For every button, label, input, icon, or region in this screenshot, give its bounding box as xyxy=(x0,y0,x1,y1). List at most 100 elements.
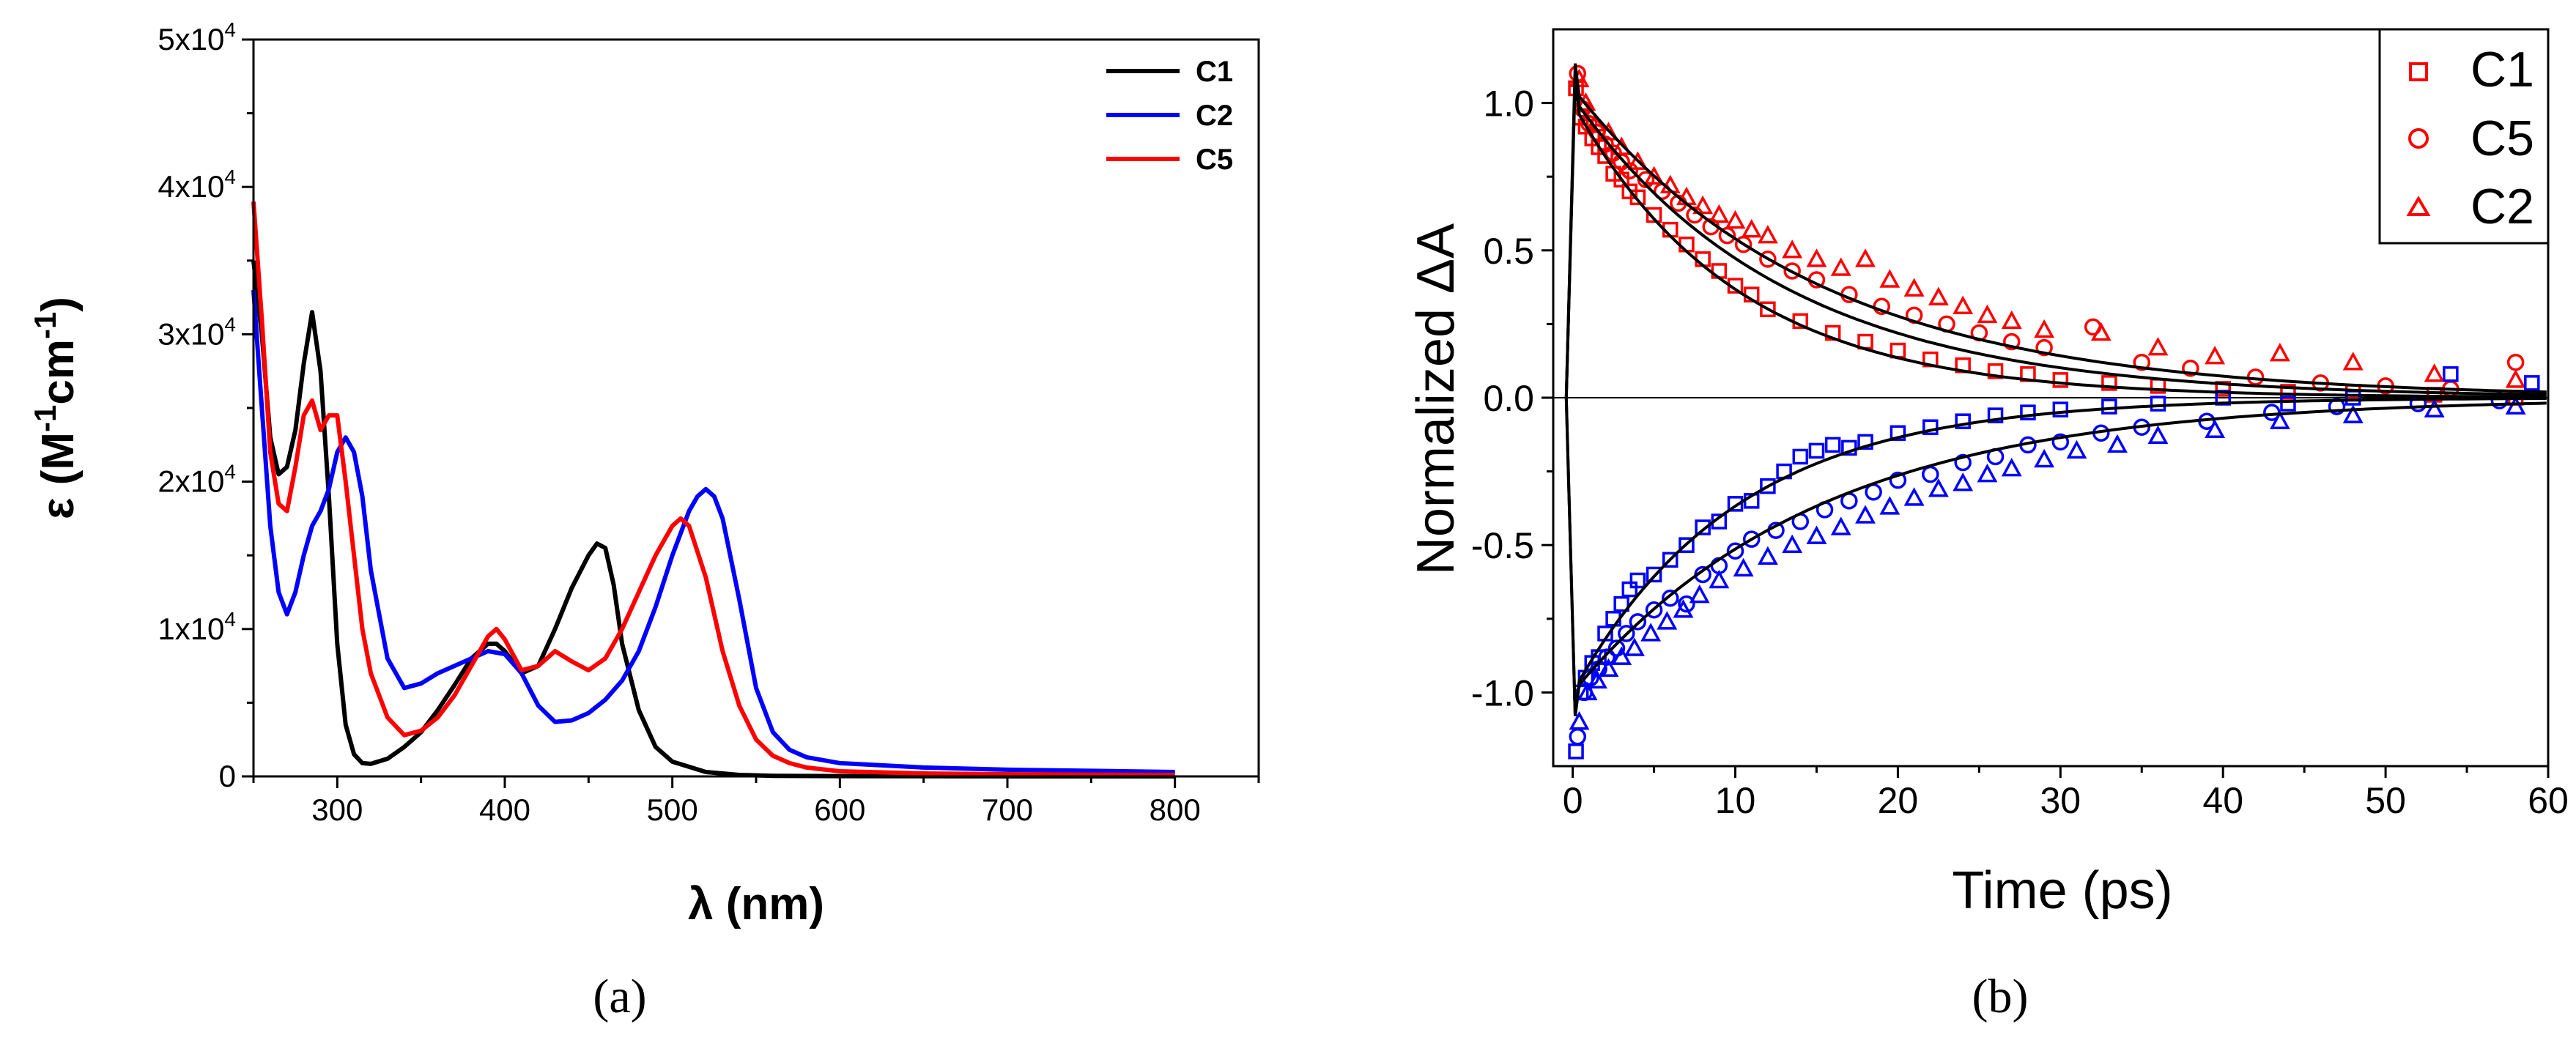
data-point xyxy=(1855,248,1876,267)
y-tick-label: -1.0 xyxy=(1471,672,1534,713)
data-point xyxy=(1678,595,1695,613)
data-point xyxy=(1679,537,1695,553)
panel-a-y-axis-label: ε (M-1cm-1) xyxy=(28,297,84,519)
data-point xyxy=(1806,525,1827,544)
data-point xyxy=(1643,166,1665,185)
panel-b-data-points xyxy=(1568,64,2540,760)
legend-marker-circle xyxy=(2408,128,2429,149)
x-tick-label: 60 xyxy=(2528,780,2569,821)
x-tick-label: 400 xyxy=(479,793,530,827)
y-tick-label: 3x104 xyxy=(158,313,236,351)
y-tick-label: 0 xyxy=(219,759,236,793)
legend-label-c2: C2 xyxy=(2470,179,2534,234)
fit-c1-negative xyxy=(1564,397,2547,716)
data-point xyxy=(2269,343,2290,362)
data-point xyxy=(1695,519,1711,535)
y-tick-label: 0.0 xyxy=(1483,378,1534,419)
legend-label-c5: C5 xyxy=(1196,144,1233,176)
fit-c2-positive xyxy=(1564,63,2547,398)
data-point xyxy=(1760,478,1776,494)
data-point xyxy=(1611,646,1632,665)
x-tick-label: 20 xyxy=(1878,780,1919,821)
data-point xyxy=(1725,209,1746,229)
panel-a-legend: C1 C2 C5 xyxy=(1106,56,1233,176)
panel-a-curves xyxy=(251,201,1175,779)
panel-a-frame xyxy=(252,38,1260,778)
data-point xyxy=(1673,599,1694,618)
data-point xyxy=(1855,505,1876,524)
data-point xyxy=(1954,453,1972,472)
data-point xyxy=(2505,369,2526,388)
x-tick-label: 800 xyxy=(1150,793,1201,827)
data-point xyxy=(1645,601,1663,619)
data-point xyxy=(2001,457,2022,477)
y-tick-label: 5x104 xyxy=(158,18,236,56)
panel-a-label: (a) xyxy=(593,970,646,1023)
data-point xyxy=(1841,439,1857,456)
data-point xyxy=(2506,353,2525,371)
data-point xyxy=(1629,572,1646,589)
x-tick-label: 500 xyxy=(647,793,698,827)
data-point xyxy=(1928,478,1949,497)
data-point xyxy=(1640,623,1662,642)
data-point xyxy=(1709,569,1730,589)
series-c2-negative xyxy=(1569,396,2526,730)
data-point xyxy=(2424,363,2445,382)
data-point xyxy=(1586,669,1607,689)
data-point xyxy=(1953,295,1974,315)
panel-b-x-axis-label: Time (ps) xyxy=(1952,861,2172,920)
legend-marker-square xyxy=(2409,62,2428,81)
fit-c5-positive xyxy=(1564,73,2547,398)
data-point xyxy=(1757,546,1778,565)
panel-b-x-ticks: 0 10 20 30 40 50 60 xyxy=(1563,766,2569,821)
data-point xyxy=(1760,301,1776,318)
data-point xyxy=(2147,336,2169,356)
data-point xyxy=(1629,189,1646,206)
x-tick-label: 0 xyxy=(1563,780,1583,821)
data-point xyxy=(1922,419,1939,435)
data-point xyxy=(2133,353,2151,371)
legend-label-c1: C1 xyxy=(1196,56,1233,88)
data-point xyxy=(2269,410,2290,429)
data-point xyxy=(2443,366,2459,382)
data-point xyxy=(1953,472,1974,491)
data-point xyxy=(2424,398,2445,417)
data-point xyxy=(1627,151,1648,170)
data-point xyxy=(2280,396,2296,412)
data-point xyxy=(1618,625,1635,642)
data-point xyxy=(1903,487,1925,506)
data-point xyxy=(1598,122,1619,141)
panel-b: 0 10 20 30 40 50 60 -1.0 -0.5 0.0 0.5 1.0 C1 C5 C2… xyxy=(1407,28,2569,1023)
data-point xyxy=(2342,404,2364,423)
data-point xyxy=(1987,363,2004,379)
data-point xyxy=(1575,92,1596,111)
y-tick-label: 2x104 xyxy=(158,461,236,499)
series-line-c1 xyxy=(251,260,1175,779)
data-point xyxy=(1646,566,1662,583)
data-point xyxy=(1977,304,1998,324)
data-point xyxy=(1782,534,1803,553)
series-line-c5 xyxy=(251,201,1175,777)
legend-label-c2: C2 xyxy=(1196,100,1233,132)
legend-marker-triangle xyxy=(2406,196,2431,216)
y-tick-label: 1x104 xyxy=(158,608,236,646)
data-point xyxy=(1757,225,1778,244)
data-point xyxy=(1928,286,1949,305)
data-point xyxy=(1759,250,1777,268)
data-point xyxy=(1824,437,1841,453)
data-point xyxy=(1977,463,1998,483)
panel-b-y-axis-label: Normalized ΔA xyxy=(1407,223,1465,575)
data-point xyxy=(1733,557,1754,577)
y-tick-label: 4x104 xyxy=(158,166,236,204)
data-point xyxy=(1806,248,1827,267)
data-point xyxy=(2107,434,2128,453)
x-tick-label: 600 xyxy=(814,793,865,827)
data-point xyxy=(1662,552,1679,568)
x-tick-label: 700 xyxy=(982,793,1033,827)
data-point xyxy=(1741,219,1762,238)
data-point xyxy=(2342,352,2364,371)
data-point xyxy=(2051,433,2070,451)
series-line-c2 xyxy=(251,289,1175,774)
panel-b-y-ticks: -1.0 -0.5 0.0 0.5 1.0 xyxy=(1471,83,1553,713)
data-point xyxy=(1726,542,1744,560)
